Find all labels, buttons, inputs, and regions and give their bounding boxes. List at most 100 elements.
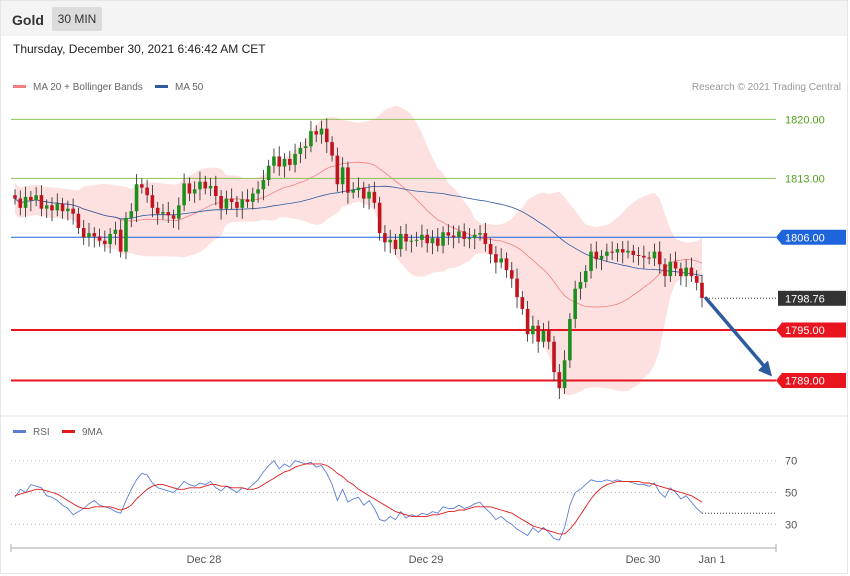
candle-body [398,233,403,250]
candle-body [568,319,572,361]
candle-body [605,251,609,256]
candle-body [245,199,250,202]
forecast-arrow-shaft [704,296,769,372]
candle-body [578,281,583,289]
candle-body [462,231,466,239]
candle-body [71,208,75,214]
candle-body [277,156,282,167]
candle-body [488,244,493,255]
candle-body [504,258,509,271]
candle-body [404,233,408,242]
candle-body [335,155,340,185]
candle-body [240,199,245,208]
candle-body [536,325,540,342]
candle-body [668,261,673,277]
candle-body [700,282,704,298]
candle-body [155,207,160,214]
candle-body [557,372,562,389]
candle-body [76,213,81,229]
timestamp: Thursday, December 30, 2021 6:46:42 AM C… [13,42,266,56]
candle-body [272,156,276,166]
ma20-legend-label: MA 20 + Bollinger Bands [33,82,143,93]
candle-body [425,234,429,244]
candle-body [673,261,678,269]
candle-body [414,239,419,241]
bollinger-band-layer [15,105,702,396]
candle-body [684,267,688,277]
candle-body [319,128,324,135]
x-tick-label: Dec 29 [409,554,444,566]
candle-body [589,251,593,272]
candle-body [103,240,107,245]
candle-body [657,251,662,265]
candle-body [631,250,636,255]
candle-body [636,255,641,256]
candle-body [81,228,86,238]
rsi-tick-label: 70 [785,456,797,468]
candle-body [282,158,287,167]
candle-body [546,330,551,342]
candle-body [108,233,112,245]
candle-body [13,195,17,199]
rsi-tick-label: 30 [785,519,797,531]
rsi-panel: 70 50 30 [11,456,797,541]
candle-body [446,232,451,236]
candle-body [478,233,482,235]
candle-body [44,205,49,209]
candle-body [620,249,625,253]
forecast-arrow-layer [704,296,772,377]
chart-frame [0,36,848,574]
candle-body [361,187,366,199]
candle-body [171,215,176,219]
pivot-level-label: 1806.00 [785,232,825,244]
candle-body [388,239,393,243]
forecast-arrow-head [758,360,772,377]
pivot-level-tag [776,229,846,245]
candle-body [303,146,308,149]
ma9-legend-label: 9MA [82,427,103,438]
candle-body [97,236,102,241]
candle-body [124,217,128,252]
candle-body [610,251,614,253]
candle-body [129,211,134,218]
candle-body [256,189,260,194]
candle-body [515,278,519,298]
candle-body [208,185,213,189]
candle-body [150,195,155,208]
resistance-level-label: 1813.00 [785,173,825,185]
candle-body [145,187,149,196]
candle-body [340,167,345,185]
candle-body [689,267,694,277]
candle-body [520,297,525,309]
candle-body [140,184,144,188]
candle-body [541,330,546,342]
candle-body [229,198,234,202]
timeframe-button[interactable]: 30 MIN [52,7,102,31]
candle-body [60,203,65,212]
candle-body [330,142,334,156]
candle-body [642,255,646,258]
last-price-label: 1798.76 [785,293,825,305]
candle-body [441,232,445,246]
candle-body [288,158,292,165]
candle-body [261,180,266,190]
candle-layer [13,118,704,400]
candle-body [451,235,456,238]
candle-body [198,181,202,190]
candle-body [251,193,255,202]
candle-body [87,233,91,238]
rsi-tick-label: 50 [785,488,797,500]
candle-body [694,276,699,283]
candle-body [594,251,599,260]
ma9-legend-swatch [62,430,75,433]
rsi-legend-swatch [13,430,26,433]
candle-body [383,233,387,243]
x-tick-label: Jan 1 [699,554,726,566]
candle-body [626,250,630,253]
candle-body [166,212,171,216]
support-level-label: 1789.00 [785,376,825,388]
ma50-legend-swatch [155,85,168,88]
candle-body [679,268,683,277]
x-axis: Dec 28 Dec 29 Dec 30 Jan 1 [10,544,777,566]
